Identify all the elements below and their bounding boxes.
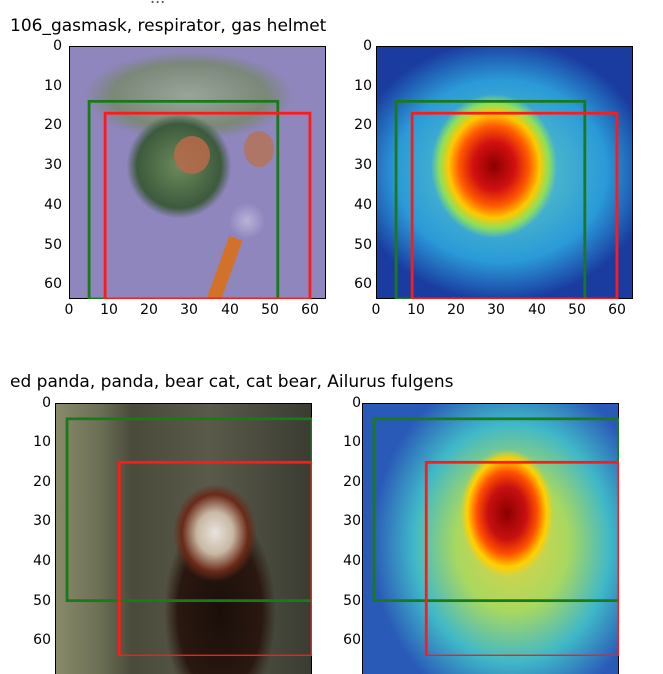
- ytick: 20: [33, 474, 51, 490]
- row1-right-yticks: 0 10 20 30 40 50 60: [310, 0, 372, 330]
- xtick: 0: [64, 302, 74, 318]
- ytick: 0: [53, 38, 62, 54]
- row2-right-boxes: [372, 417, 619, 656]
- ytick: 10: [354, 78, 372, 94]
- row1-left-xticks: 0 10 20 30 40 50 60: [65, 302, 326, 322]
- row1-left-boxes: [87, 99, 312, 299]
- ytick: 10: [33, 434, 51, 450]
- ytick: 0: [42, 395, 51, 411]
- xtick: 50: [568, 302, 586, 318]
- ytick: 20: [354, 117, 372, 133]
- row1-title: 106_gasmask, respirator, gas helmet: [10, 16, 327, 36]
- ytick: 30: [354, 157, 372, 173]
- red-box: [410, 111, 619, 299]
- xtick: 40: [221, 302, 239, 318]
- ytick: 50: [354, 237, 372, 253]
- ytick: 50: [44, 237, 62, 253]
- row1-gasmask-photo: [69, 46, 326, 299]
- ytick: 10: [44, 78, 62, 94]
- xtick: 30: [180, 302, 198, 318]
- gasmask-right-eye: [244, 131, 274, 167]
- row2-title: ed panda, panda, bear cat, cat bear, Ail…: [10, 372, 454, 392]
- ytick: 60: [44, 276, 62, 292]
- ytick: 0: [363, 38, 372, 54]
- green-box: [65, 417, 312, 603]
- ytick: 20: [44, 117, 62, 133]
- ytick: 30: [343, 513, 361, 529]
- ytick: 40: [33, 553, 51, 569]
- xtick: 20: [447, 302, 465, 318]
- top-cut-caption: ...: [150, 0, 165, 7]
- ytick: 20: [343, 474, 361, 490]
- green-box: [87, 99, 280, 299]
- xtick: 10: [407, 302, 425, 318]
- green-box: [394, 99, 587, 299]
- ytick: 50: [33, 593, 51, 609]
- green-box: [372, 417, 619, 603]
- row2-redpanda-heatmap: [362, 403, 619, 674]
- ytick: 30: [33, 513, 51, 529]
- row2-redpanda-photo: [55, 403, 312, 674]
- xtick: 30: [487, 302, 505, 318]
- ytick: 60: [354, 276, 372, 292]
- row1-gasmask-heatmap: [376, 46, 633, 299]
- ytick: 30: [44, 157, 62, 173]
- xtick: 40: [528, 302, 546, 318]
- row2-left-yticks: 0 10 20 30 40 50 60: [0, 0, 51, 674]
- xtick: 10: [100, 302, 118, 318]
- ytick: 40: [354, 197, 372, 213]
- row1-right-xticks: 0 10 20 30 40 50 60: [372, 302, 633, 322]
- ytick: 0: [352, 395, 361, 411]
- xtick: 50: [261, 302, 279, 318]
- xtick: 20: [140, 302, 158, 318]
- row2-right-yticks: 0 10 20 30 40 50 60: [310, 0, 361, 674]
- row1-right-boxes: [394, 99, 619, 299]
- ytick: 50: [343, 593, 361, 609]
- ytick: 10: [343, 434, 361, 450]
- row1-left-yticks: 0 10 20 30 40 50 60: [0, 0, 62, 330]
- ytick: 40: [343, 553, 361, 569]
- xtick: 0: [371, 302, 381, 318]
- ytick: 40: [44, 197, 62, 213]
- ytick: 60: [343, 632, 361, 648]
- row2-left-boxes: [65, 417, 312, 656]
- xtick: 60: [608, 302, 626, 318]
- red-box: [103, 111, 312, 299]
- gasmask-left-eye: [174, 136, 210, 174]
- red-box: [117, 460, 312, 656]
- ytick: 60: [33, 632, 51, 648]
- red-box: [424, 460, 619, 656]
- xtick: 60: [301, 302, 319, 318]
